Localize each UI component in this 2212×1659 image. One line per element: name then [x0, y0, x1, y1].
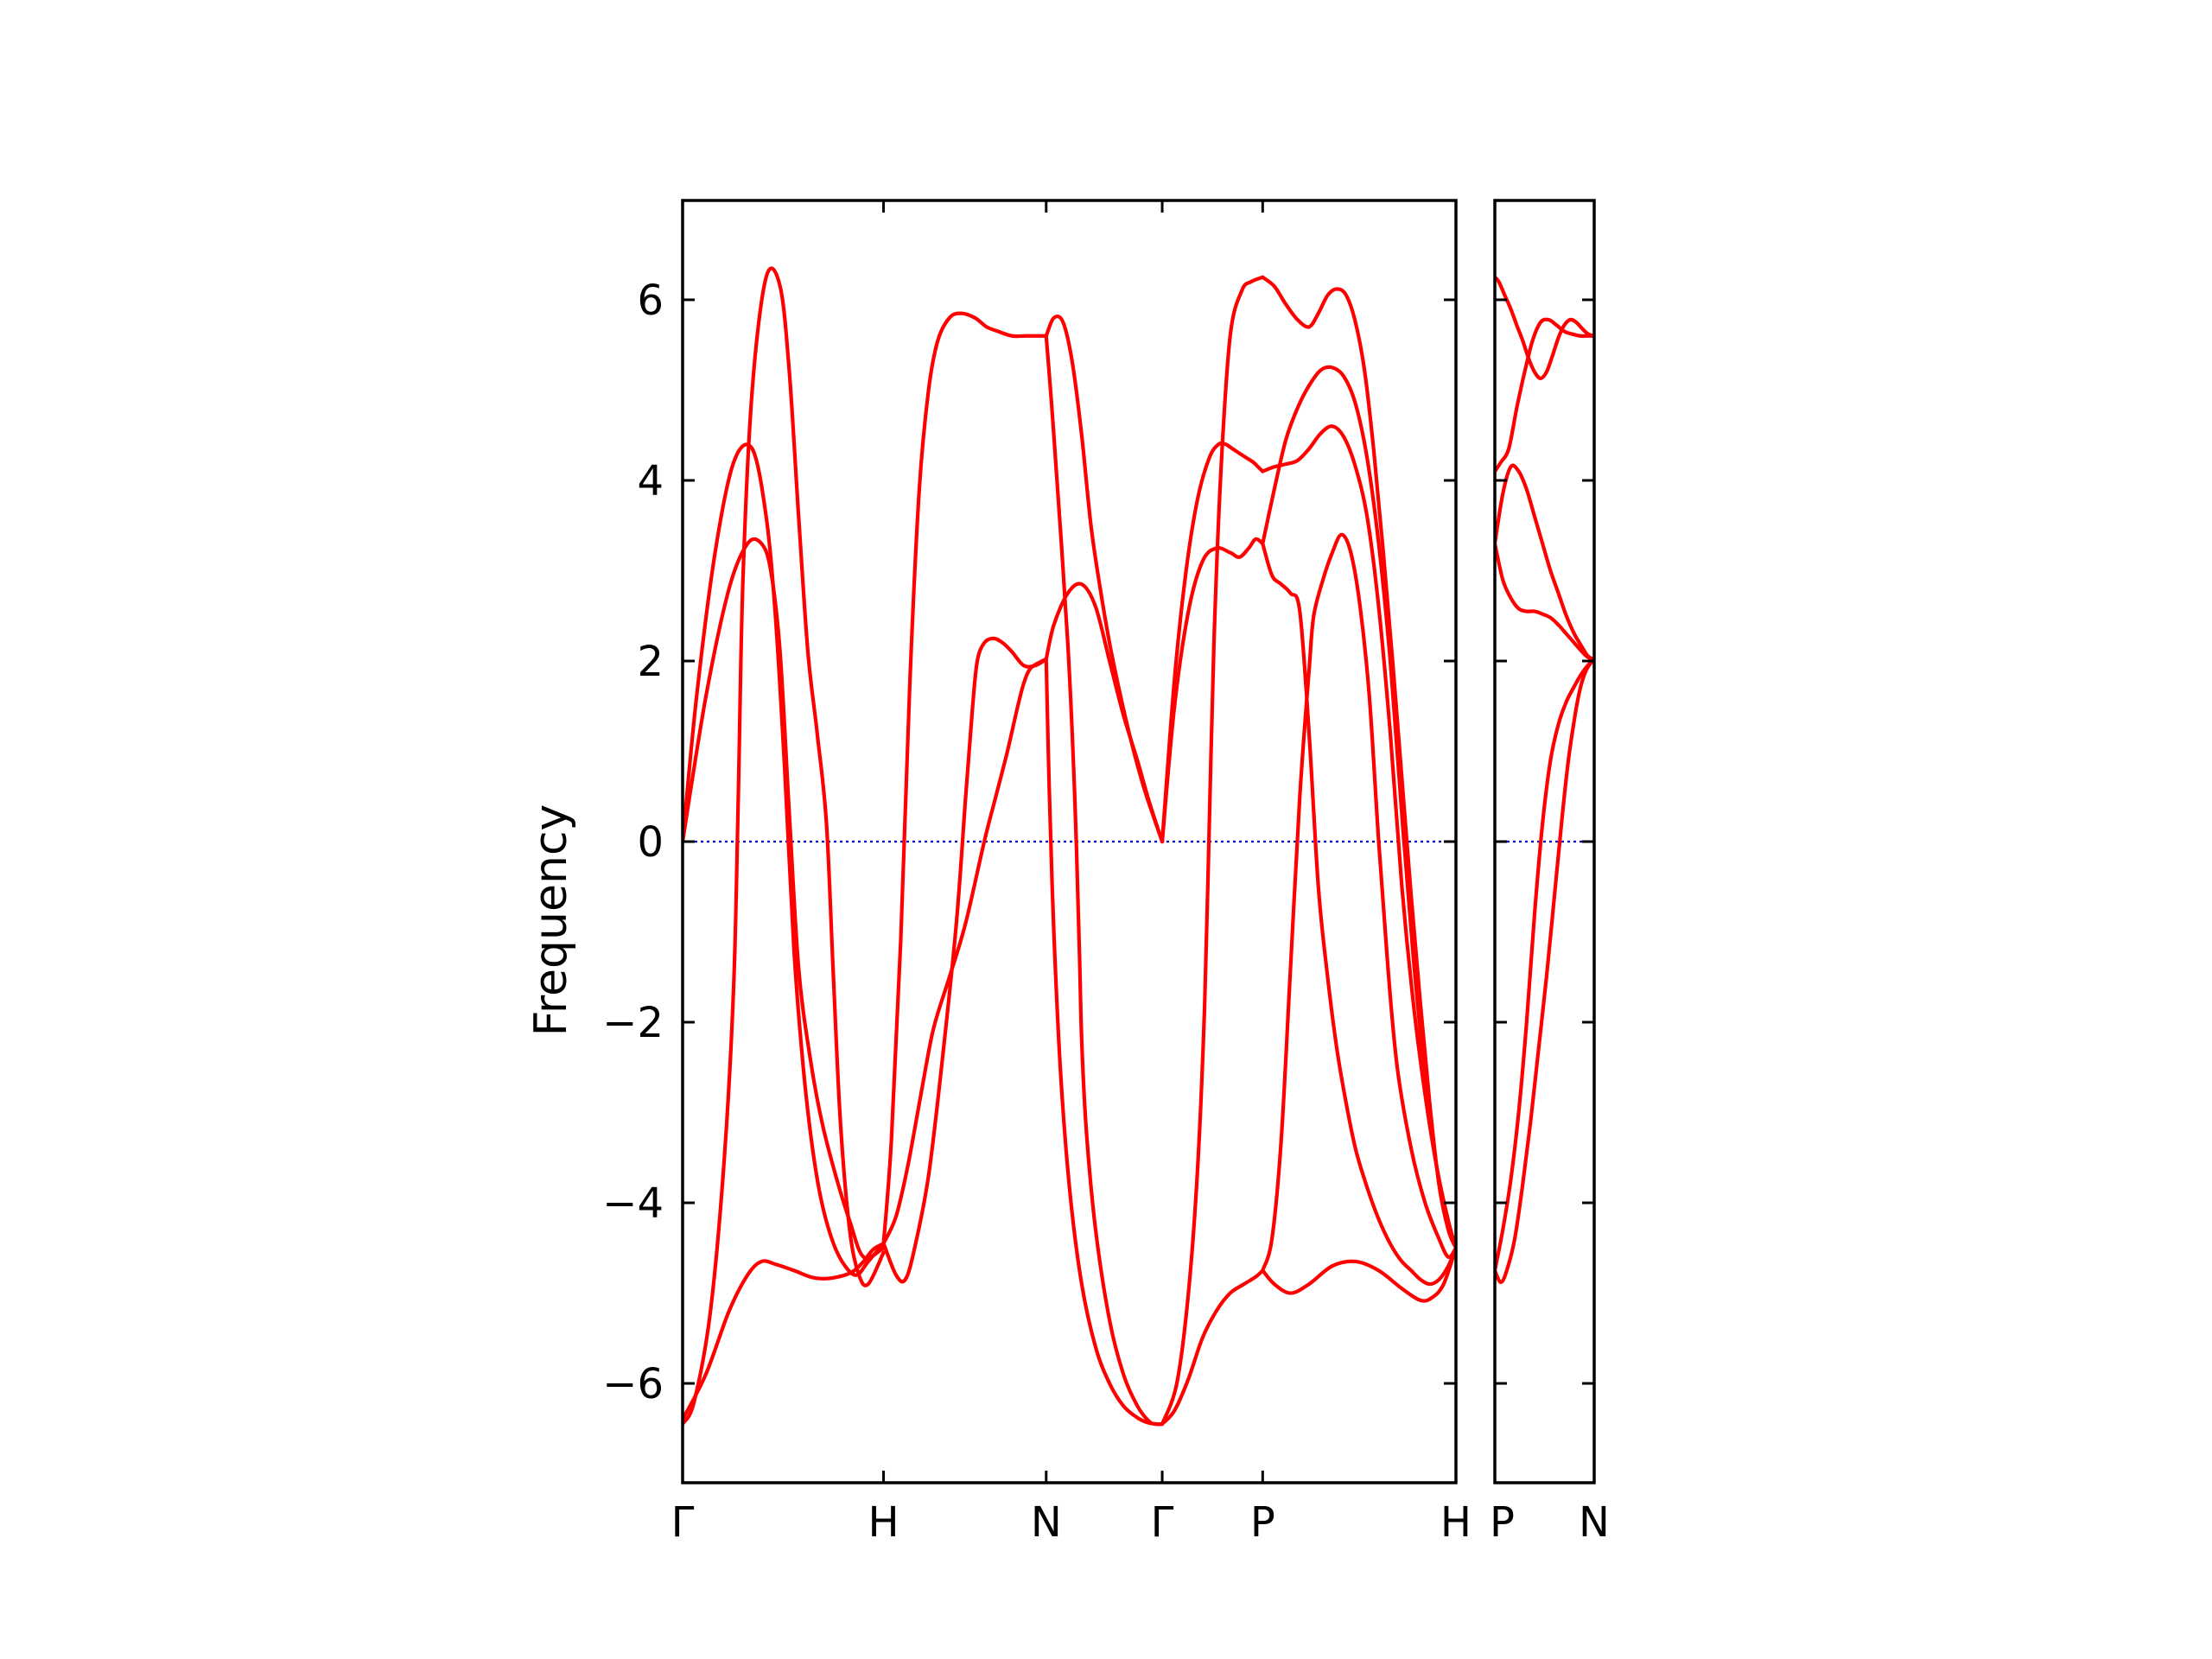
band-line-6: [881, 636, 1048, 1284]
band-line-12: [1160, 1268, 1265, 1427]
band-line-17: [1261, 542, 1456, 1287]
band-group: [1495, 275, 1594, 1285]
x-tick-label: H: [868, 1498, 899, 1547]
band-line-5: [881, 657, 1048, 1246]
band-line-3: [1495, 463, 1594, 661]
band-line-3: [683, 442, 886, 1277]
band-line-21: [1261, 275, 1456, 1250]
y-tick-label: −6: [602, 1360, 664, 1408]
band-group: [683, 266, 1456, 1427]
x-tick-label: N: [1579, 1498, 1610, 1547]
panel-main: Γ H N Γ P H −6 −4 −2 0 2 4 6: [602, 199, 1471, 1547]
band-line-18: [1261, 532, 1456, 1273]
x-tick-label: Γ: [671, 1498, 695, 1547]
band-line-4: [1495, 542, 1594, 661]
y-tick-label: 6: [637, 276, 664, 325]
band-line-7: [881, 311, 1048, 1246]
band-line-1: [1495, 275, 1594, 380]
band-line-15: [1160, 441, 1265, 844]
x-tick-label: P: [1490, 1498, 1515, 1547]
band-line-4: [683, 537, 886, 1260]
band-line-6: [1495, 657, 1594, 1285]
band-line-19: [1261, 424, 1456, 1250]
band-line-16: [1261, 1246, 1456, 1303]
x-tick-label: P: [1250, 1498, 1275, 1547]
y-tick-label: 4: [637, 457, 664, 505]
y-axis-label: Frequency: [525, 804, 577, 1037]
band-line-2: [1495, 317, 1594, 474]
band-line-5: [1495, 657, 1594, 1273]
y-tick-label: 2: [637, 638, 664, 686]
x-tick-label: Γ: [1151, 1498, 1174, 1547]
y-tick-label: 0: [637, 818, 664, 867]
band-line-1: [683, 1241, 886, 1421]
band-line-14: [1160, 537, 1265, 844]
band-line-10: [1044, 314, 1165, 844]
band-line-9: [1044, 657, 1165, 1427]
band-line-2: [683, 266, 886, 1427]
band-line-11: [1044, 334, 1165, 1427]
y-tick-label: −2: [602, 999, 664, 1047]
x-tick-label: N: [1031, 1498, 1062, 1547]
band-line-13: [1160, 275, 1265, 1427]
band-line-20: [1261, 365, 1456, 1250]
y-tick-label: −4: [602, 1179, 664, 1228]
x-tick-label: H: [1440, 1498, 1471, 1547]
